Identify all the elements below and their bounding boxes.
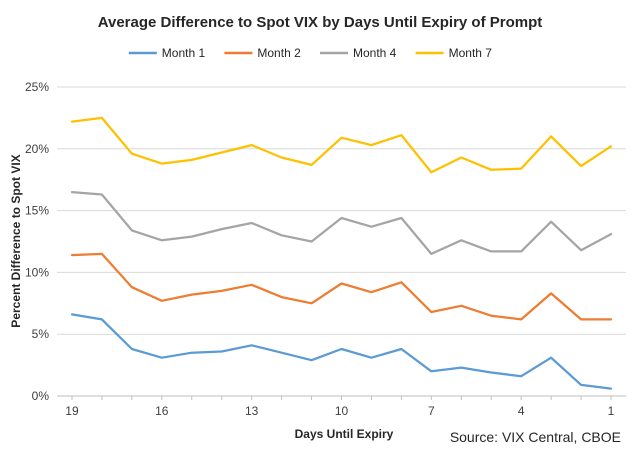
x-tick-label: 10: [335, 404, 349, 418]
x-axis-title: Days Until Expiry: [295, 427, 394, 441]
chart-title: Average Difference to Spot VIX by Days U…: [98, 14, 543, 31]
legend-item: Month 7: [415, 46, 493, 60]
y-tick-labels: 0% 5% 10% 15% 20% 25%: [25, 80, 49, 403]
x-tick-label: 19: [65, 404, 79, 418]
x-tick-label: 1: [608, 404, 615, 418]
y-tick-label: 5%: [32, 327, 50, 341]
y-axis-title: Percent Difference to Spot VIX: [9, 154, 23, 327]
legend-item: Month 1: [128, 46, 206, 60]
y-tick-label: 15%: [25, 204, 49, 218]
series-line-month-2: [70, 252, 613, 321]
y-tick-label: 0%: [32, 389, 50, 403]
legend-label: Month 1: [162, 46, 206, 60]
gridlines: [57, 86, 626, 335]
x-tick-labels: 19 16 13 10 7 4 1: [65, 404, 614, 418]
legend-item: Month 4: [320, 46, 397, 60]
x-tick-label: 13: [245, 404, 259, 418]
x-tick-label: 16: [155, 404, 169, 418]
legend-label: Month 2: [257, 46, 301, 60]
axes: [57, 395, 626, 400]
legend: Month 1 Month 2 Month 4 Month 7: [128, 46, 493, 60]
series-layer: [70, 116, 613, 390]
legend-label: Month 4: [353, 46, 397, 60]
y-tick-label: 10%: [25, 265, 49, 279]
source-note: Source: VIX Central, CBOE: [450, 429, 621, 445]
x-tick-label: 7: [428, 404, 435, 418]
legend-item: Month 2: [224, 46, 301, 60]
y-tick-label: 25%: [25, 80, 49, 94]
series-line-month-4: [70, 190, 613, 256]
y-tick-label: 20%: [25, 142, 49, 156]
x-tick-label: 4: [518, 404, 525, 418]
series-line-month-7: [70, 116, 613, 174]
legend-label: Month 7: [449, 46, 493, 60]
series-line-month-1: [70, 313, 613, 390]
